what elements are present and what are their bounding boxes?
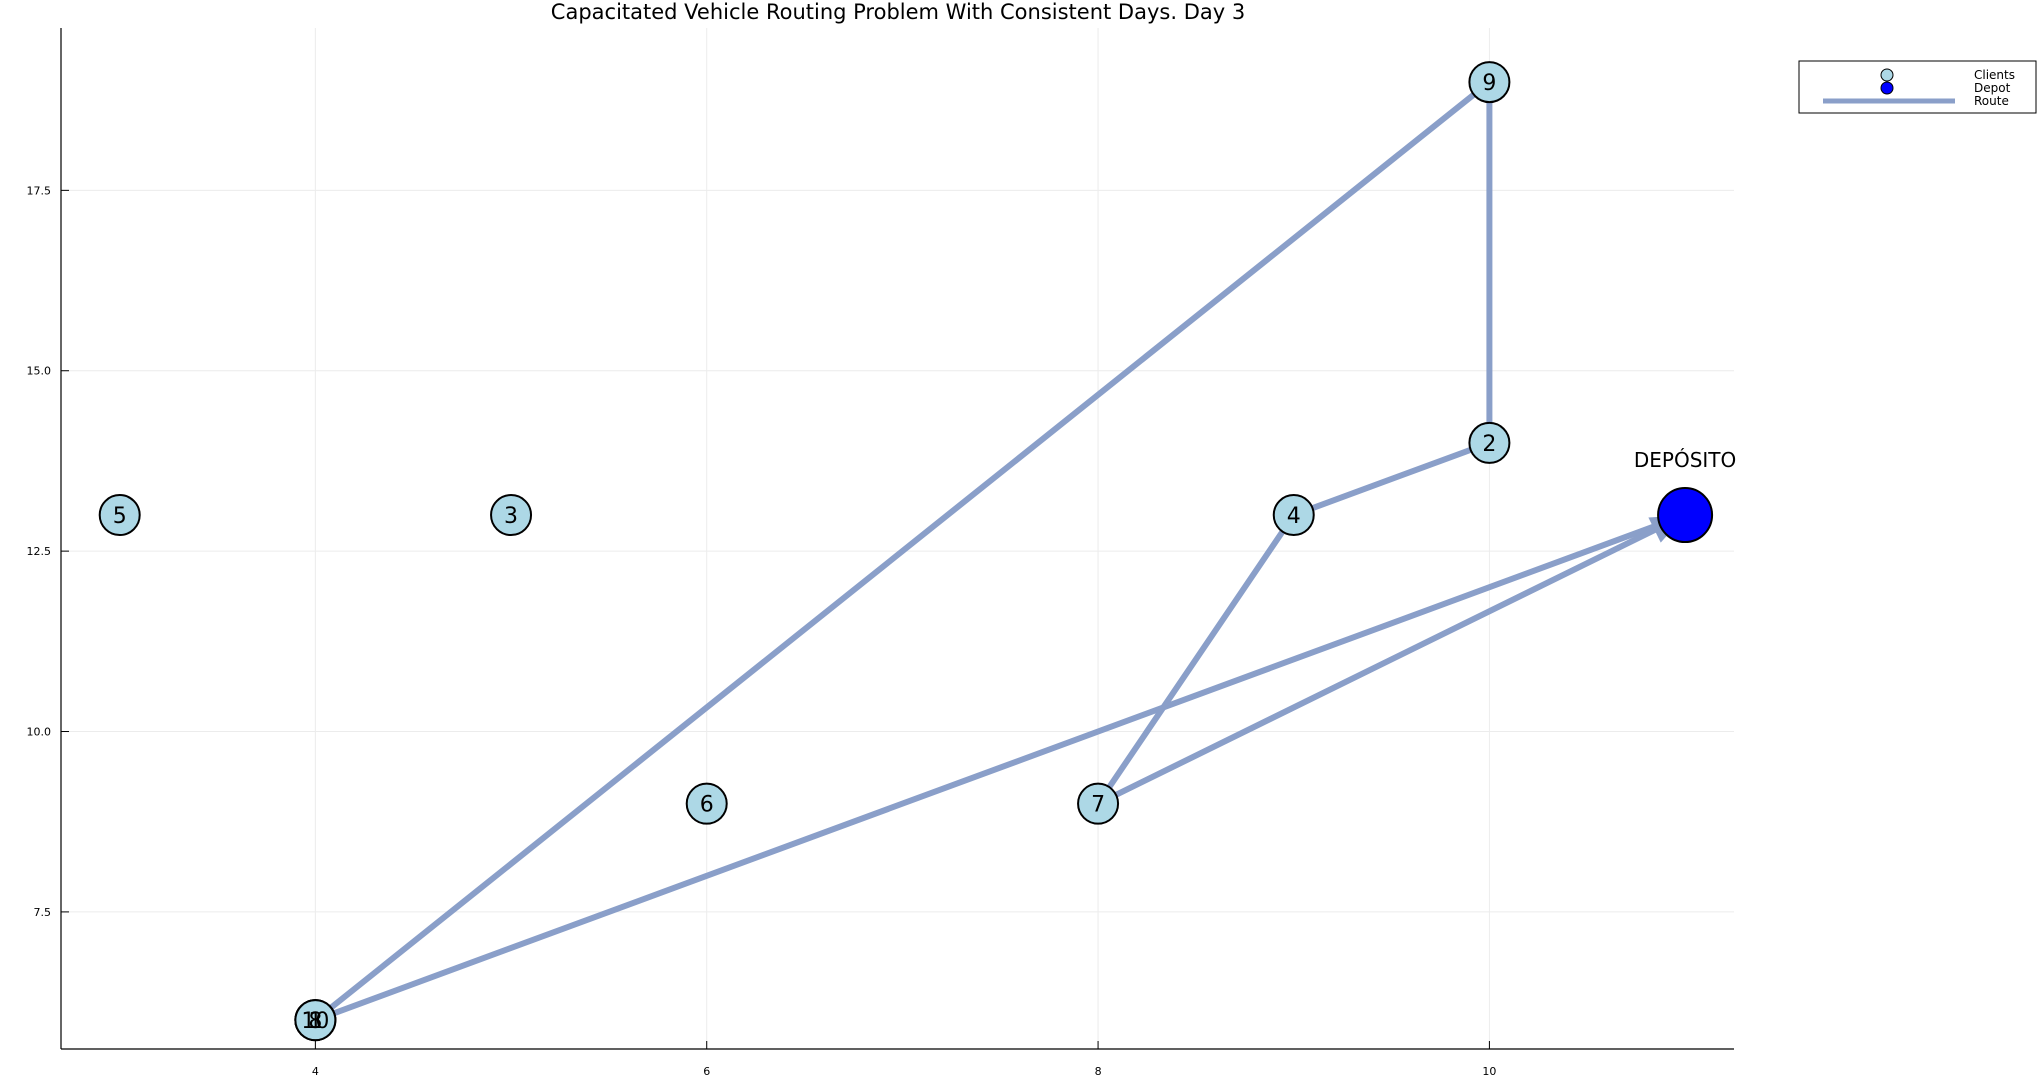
x-tick-label: 10 bbox=[1482, 1065, 1496, 1078]
x-tick-label: 4 bbox=[312, 1065, 319, 1078]
route-segment bbox=[1095, 512, 1689, 807]
client-label: 5 bbox=[113, 504, 127, 529]
x-tick-label: 6 bbox=[703, 1065, 710, 1078]
axes bbox=[60, 28, 1734, 1050]
grid bbox=[61, 28, 1734, 1049]
y-tick-label: 12.5 bbox=[27, 545, 52, 558]
legend-marker bbox=[1880, 68, 1894, 82]
route-segment bbox=[312, 512, 1689, 1024]
clients: 1 2 3 4 5 6 7 8 9 10 bbox=[98, 61, 1511, 1042]
y-tick-label: 15.0 bbox=[27, 365, 52, 378]
route-segment bbox=[1290, 439, 1493, 519]
y-tick-label: 10.0 bbox=[27, 726, 52, 739]
legend-label: Clients bbox=[1974, 68, 2015, 82]
client-marker bbox=[1468, 421, 1511, 464]
legend-label: Depot bbox=[1974, 81, 2011, 95]
client-marker bbox=[294, 999, 337, 1042]
client-label: 7 bbox=[1091, 793, 1105, 818]
client-label: 2 bbox=[1482, 432, 1496, 457]
x-tick-label: 8 bbox=[1095, 1065, 1102, 1078]
client-label: 3 bbox=[504, 504, 518, 529]
depot: DEPÓSITO bbox=[1634, 448, 1736, 544]
depot-marker bbox=[1657, 487, 1714, 544]
chart-title: Capacitated Vehicle Routing Problem With… bbox=[551, 0, 1245, 24]
client-marker bbox=[1272, 494, 1315, 537]
route-segment bbox=[1095, 512, 1297, 807]
client-label: 8 bbox=[308, 1009, 322, 1034]
client-marker bbox=[685, 782, 728, 825]
client-label: 6 bbox=[700, 793, 714, 818]
client-marker bbox=[1468, 61, 1511, 104]
client-marker bbox=[1077, 782, 1120, 825]
client-label: 10 bbox=[301, 1009, 329, 1034]
y-ticks: 7.5 10.0 12.5 15.0 17.5 bbox=[27, 184, 69, 919]
route-segment bbox=[312, 79, 1493, 1024]
y-tick-label: 7.5 bbox=[34, 906, 52, 919]
client-label: 1 bbox=[308, 1009, 322, 1034]
legend-marker bbox=[1880, 81, 1894, 95]
client-marker bbox=[98, 494, 141, 537]
client-marker bbox=[490, 494, 533, 537]
y-tick-label: 17.5 bbox=[27, 184, 52, 197]
legend-box bbox=[1798, 60, 2037, 114]
depot-label: DEPÓSITO bbox=[1634, 448, 1736, 472]
legend-label: Route bbox=[1974, 94, 2009, 108]
client-label: 4 bbox=[1287, 504, 1301, 529]
x-ticks: 4 6 8 10 bbox=[312, 1041, 1496, 1078]
client-label: 9 bbox=[1482, 71, 1496, 96]
